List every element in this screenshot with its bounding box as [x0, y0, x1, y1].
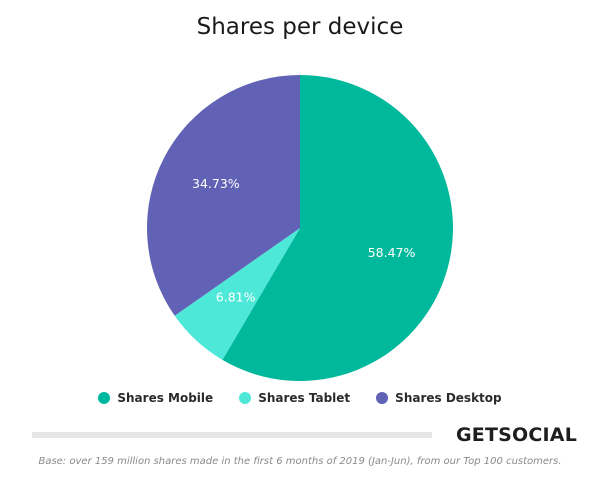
legend-label-mobile: Shares Mobile — [117, 391, 214, 405]
slice-label-tablet: 6.81% — [216, 290, 256, 305]
slice-label-desktop: 34.73% — [192, 176, 240, 191]
legend-swatch-mobile — [98, 392, 111, 404]
legend-label-tablet: Shares Tablet — [258, 391, 351, 405]
legend-item-desktop: Shares Desktop — [376, 391, 502, 405]
legend-item-mobile: Shares Mobile — [98, 391, 213, 405]
legend-swatch-desktop — [376, 392, 389, 404]
pie-slice-desktop — [147, 75, 300, 316]
chart-title: Shares per device — [196, 14, 404, 40]
legend-item-tablet: Shares Tablet — [239, 391, 350, 405]
legend-label-desktop: Shares Desktop — [395, 391, 502, 405]
divider-bar — [32, 432, 432, 438]
legend-swatch-tablet — [239, 392, 252, 404]
slice-label-mobile: 58.47% — [368, 245, 416, 260]
pie-slice-mobile — [222, 75, 453, 381]
legend: Shares Mobile Shares Tablet Shares Deskt… — [0, 391, 600, 405]
brand-logo: GETSOCIAL — [456, 424, 577, 446]
pie-slice-tablet — [174, 228, 300, 360]
footnote: Base: over 159 million shares made in th… — [38, 456, 562, 467]
